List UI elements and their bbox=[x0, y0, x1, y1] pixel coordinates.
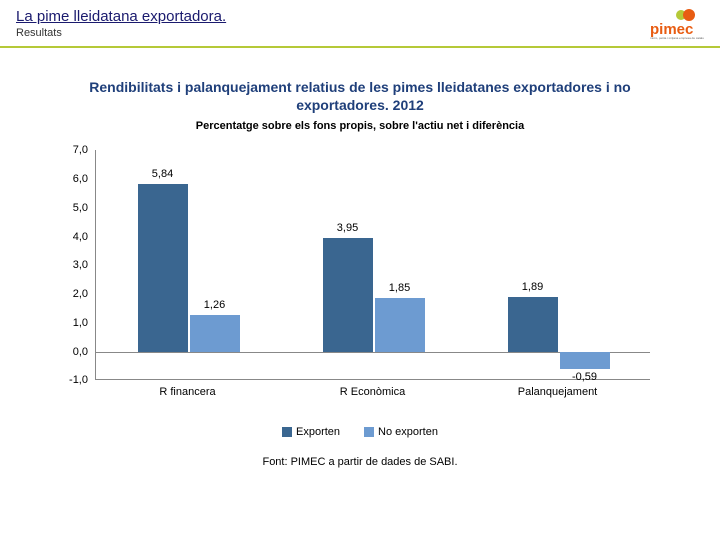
bar-value-label: -0,59 bbox=[555, 371, 615, 383]
y-tick-label: 2,0 bbox=[73, 288, 88, 300]
page-title: La pime lleidatana exportadora. bbox=[16, 8, 634, 25]
bar-value-label: 1,89 bbox=[503, 281, 563, 293]
y-tick-label: 5,0 bbox=[73, 202, 88, 214]
bar bbox=[375, 298, 425, 351]
bar-value-label: 1,26 bbox=[185, 299, 245, 311]
x-axis-labels: R financeraR EconòmicaPalanquejament bbox=[95, 386, 650, 398]
bar-value-label: 5,84 bbox=[133, 168, 193, 180]
bar bbox=[560, 352, 610, 369]
bar bbox=[323, 238, 373, 352]
bar bbox=[508, 297, 558, 351]
legend-swatch-icon bbox=[364, 427, 374, 437]
chart-area: Rendibilitats i palanquejament relatius … bbox=[0, 48, 720, 478]
chart-title: Rendibilitats i palanquejament relatius … bbox=[60, 78, 660, 114]
y-tick-label: 4,0 bbox=[73, 231, 88, 243]
bar bbox=[190, 315, 240, 351]
x-axis-label: R financera bbox=[95, 386, 280, 398]
bar-value-label: 1,85 bbox=[370, 282, 430, 294]
chart-plot: 7,06,05,04,03,02,01,00,0-1,0 5,841,263,9… bbox=[95, 150, 650, 380]
legend-item-no-exporten: No exporten bbox=[364, 426, 438, 438]
chart-subtitle: Percentatge sobre els fons propis, sobre… bbox=[60, 120, 660, 132]
legend-label: No exporten bbox=[378, 426, 438, 438]
source-text: Font: PIMEC a partir de dades de SABI. bbox=[60, 456, 660, 468]
legend-item-exporten: Exporten bbox=[282, 426, 340, 438]
y-tick-label: -1,0 bbox=[69, 374, 88, 386]
header-text: La pime lleidatana exportadora. Resultat… bbox=[16, 8, 634, 39]
y-tick-label: 3,0 bbox=[73, 259, 88, 271]
y-tick-label: 1,0 bbox=[73, 317, 88, 329]
bar bbox=[138, 184, 188, 352]
legend: Exporten No exporten bbox=[60, 426, 660, 438]
page-subtitle: Resultats bbox=[16, 27, 634, 39]
header: La pime lleidatana exportadora. Resultat… bbox=[0, 0, 720, 44]
pimec-logo: pimec micro, petita i mitjana empresa de… bbox=[634, 8, 704, 40]
y-axis: 7,06,05,04,03,02,01,00,0-1,0 bbox=[60, 150, 90, 380]
bar-value-label: 3,95 bbox=[318, 222, 378, 234]
legend-swatch-icon bbox=[282, 427, 292, 437]
x-axis-label: Palanquejament bbox=[465, 386, 650, 398]
plot-inner: 5,84 1,26 3,95 1,85 1,89 -0,59 bbox=[95, 150, 650, 380]
legend-label: Exporten bbox=[296, 426, 340, 438]
y-tick-label: 0,0 bbox=[73, 346, 88, 358]
svg-text:micro, petita i mitjana empres: micro, petita i mitjana empresa de catal… bbox=[650, 36, 704, 40]
x-axis-label: R Econòmica bbox=[280, 386, 465, 398]
y-tick-label: 7,0 bbox=[73, 144, 88, 156]
y-tick-label: 6,0 bbox=[73, 173, 88, 185]
